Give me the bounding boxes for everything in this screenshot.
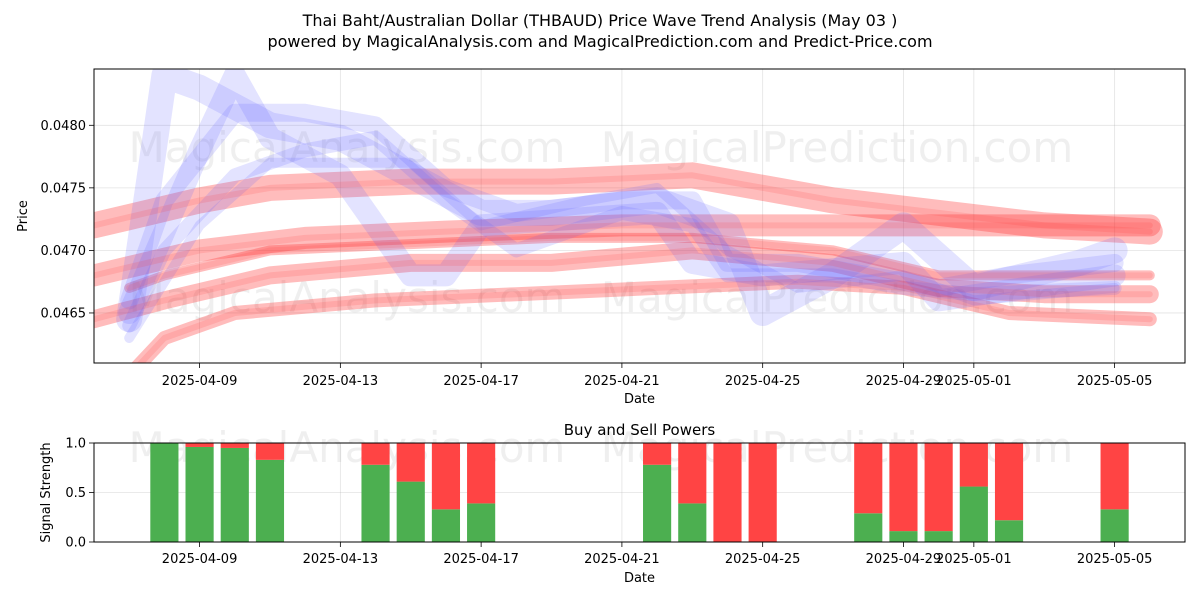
buy-bar <box>150 443 179 542</box>
red-wave-band <box>94 241 1159 329</box>
red-wave-band <box>94 162 1163 245</box>
buy-bar <box>255 459 285 542</box>
blue-wave-band <box>120 103 1124 310</box>
sell-bar <box>643 443 672 465</box>
sell-bar <box>396 443 425 482</box>
sell-bar <box>713 443 742 542</box>
power-x-tick-label: 2025-04-25 <box>725 552 801 567</box>
watermark-left-upper: MagicalAnalysis.com <box>129 123 566 172</box>
sell-bar <box>431 443 461 510</box>
power-x-tick-label: 2025-04-09 <box>162 552 238 567</box>
watermark-right-lower: MagicalPrediction.com <box>601 273 1074 322</box>
price-x-tick-label: 2025-04-09 <box>162 374 238 389</box>
price-x-tick-label: 2025-04-13 <box>303 374 379 389</box>
chart-title: Thai Baht/Australian Dollar (THBAUD) Pri… <box>302 11 898 30</box>
buy-bar <box>994 520 1024 542</box>
chart-subtitle: powered by MagicalAnalysis.com and Magic… <box>267 32 932 51</box>
sell-bar <box>959 443 988 487</box>
sell-bar <box>255 443 285 460</box>
buy-bar <box>1100 509 1129 542</box>
price-x-tick-label: 2025-04-21 <box>584 374 660 389</box>
power-plot-frame <box>93 442 1186 543</box>
price-y-tick-label: 0.0480 <box>41 119 87 134</box>
red-wave-core <box>94 222 1153 279</box>
power-x-tick-label: 2025-04-21 <box>584 552 660 567</box>
price-wave-group <box>94 69 1163 363</box>
price-x-tick-label: 2025-04-29 <box>866 374 942 389</box>
red-wave-band <box>124 232 1155 293</box>
power-x-tick-label: 2025-04-17 <box>443 552 519 567</box>
blue-wave-band <box>122 130 1122 333</box>
red-wave-core <box>94 247 1153 323</box>
power-panel: Buy and Sell Powers 2025-04-09 2025-04-13 2… <box>39 421 1186 586</box>
buy-bar <box>220 447 249 542</box>
sell-bar <box>185 443 214 447</box>
power-y-tick-label: 1.0 <box>65 437 86 452</box>
power-x-tick-label: 2025-05-05 <box>1077 552 1153 567</box>
red-wave-band <box>131 274 1157 363</box>
sell-bar <box>678 443 707 504</box>
red-wave-band <box>94 214 1161 287</box>
power-y-tick-label: 0.5 <box>65 486 86 501</box>
power-y-tick-label: 0.0 <box>65 536 86 551</box>
blue-wave-band <box>124 157 1120 343</box>
price-y-tick-label: 0.0465 <box>41 306 87 321</box>
price-panel: 2025-04-09 2025-04-13 2025-04-17 2025-04-21… <box>16 68 1186 407</box>
buy-bar <box>678 503 707 542</box>
price-y-axis-label: Price <box>16 200 31 232</box>
sell-bar <box>1100 443 1129 510</box>
sell-bar <box>361 443 390 465</box>
price-x-tick-label: 2025-05-01 <box>936 374 1012 389</box>
power-bars <box>150 443 1129 542</box>
price-x-tick-label: 2025-04-25 <box>725 374 801 389</box>
buy-bar <box>396 481 425 542</box>
buy-bar <box>854 513 883 542</box>
blue-wave-band <box>116 69 1128 333</box>
power-y-axis-label: Signal Strength <box>39 442 54 542</box>
blue-wave-band <box>118 69 1126 324</box>
power-x-tick-label: 2025-04-13 <box>303 552 379 567</box>
sell-bar <box>220 443 249 448</box>
price-grid: 2025-04-09 2025-04-13 2025-04-17 2025-04-21… <box>41 69 1185 389</box>
buy-bar <box>889 531 918 542</box>
watermark-right-upper: MagicalPrediction.com <box>601 123 1074 172</box>
buy-bar <box>431 509 461 542</box>
power-x-tick-label: 2025-04-29 <box>866 552 942 567</box>
buy-bar <box>924 531 953 542</box>
sell-bar <box>889 443 918 532</box>
price-x-tick-label: 2025-05-05 <box>1077 374 1153 389</box>
power-chart-title: Buy and Sell Powers <box>564 421 716 439</box>
sell-bar <box>994 443 1024 521</box>
buy-bar <box>185 446 214 542</box>
power-x-axis-label: Date <box>624 571 655 586</box>
price-x-tick-label: 2025-04-17 <box>443 374 519 389</box>
sell-bar <box>924 443 953 532</box>
buy-bar <box>361 464 390 542</box>
price-y-tick-label: 0.0475 <box>41 181 87 196</box>
sell-bar <box>854 443 883 514</box>
sell-bar <box>748 443 777 542</box>
price-y-tick-label: 0.0470 <box>41 244 87 259</box>
red-wave-core <box>136 278 1153 363</box>
red-wave-core <box>94 172 1153 235</box>
price-plot-frame <box>93 68 1186 364</box>
buy-bar <box>467 503 496 542</box>
watermark-left-lower: MagicalAnalysis.com <box>129 273 566 322</box>
sell-bar <box>467 443 496 504</box>
buy-bar <box>643 464 672 542</box>
red-wave-core <box>126 234 1153 291</box>
power-x-tick-label: 2025-05-01 <box>936 552 1012 567</box>
buy-bar <box>959 486 988 542</box>
price-x-axis-label: Date <box>624 392 655 407</box>
